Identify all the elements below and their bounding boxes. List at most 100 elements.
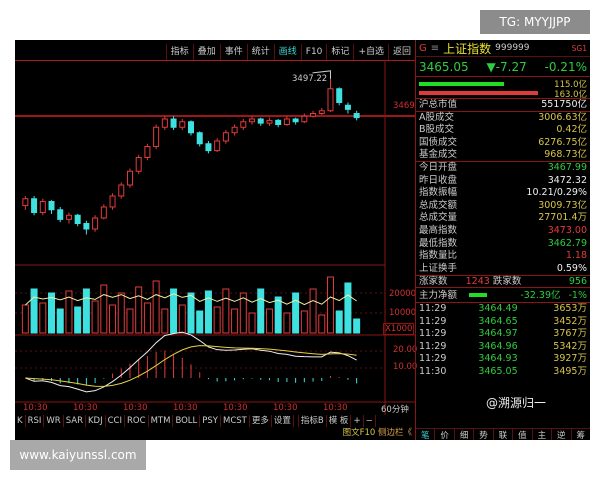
high-arrow <box>312 70 331 79</box>
period-selector[interactable]: 60分钟 <box>381 405 409 415</box>
f10-link[interactable]: 图文F10 <box>342 428 376 438</box>
stat-label: 昨日收盘 <box>419 174 458 186</box>
indicator-tab-1[interactable]: RSI <box>26 415 45 427</box>
tick-volume: 3452万 <box>553 315 587 327</box>
indicator-tab-16[interactable]: + <box>351 415 364 427</box>
volume-bar <box>74 306 82 334</box>
pct-change: -0.21% <box>544 60 587 74</box>
indicator-tab-12[interactable]: 设置 <box>272 415 294 427</box>
volume-bar <box>135 286 143 334</box>
indicator-tab-4[interactable]: KDJ <box>86 415 106 427</box>
volume-bar <box>100 284 108 334</box>
right-tab-4[interactable]: 联 <box>494 429 514 440</box>
stat-value: 3467.99 <box>547 161 587 173</box>
indicator-tab-9[interactable]: PSY <box>200 415 221 427</box>
indicator-tab-2[interactable]: WR <box>44 415 64 427</box>
stat-label: 最高指数 <box>419 224 458 236</box>
toolbar-7[interactable]: +自选 <box>353 44 388 60</box>
candle-body <box>135 157 142 172</box>
tick-time: 11:30 <box>419 365 447 377</box>
volume-bar <box>170 288 178 334</box>
right-tab-7[interactable]: 逆 <box>552 429 572 440</box>
candle-body <box>292 118 299 123</box>
indicator-tab-15[interactable]: 模 板 <box>327 415 352 427</box>
right-tab-3[interactable]: 势 <box>474 429 494 440</box>
market-tag: G <box>419 42 427 54</box>
indicator-tab-7[interactable]: MTM <box>149 415 174 427</box>
tick-row: 11:29 3464.93 3927万 <box>416 353 590 366</box>
candle-body <box>153 126 160 147</box>
right-tab-8[interactable]: 筹 <box>572 429 590 440</box>
tick-price: 3464.93 <box>478 353 518 365</box>
candle-body <box>336 88 343 103</box>
badge: SG1 <box>571 43 587 53</box>
macd-tick: 20.00 <box>393 345 418 355</box>
candle-body <box>266 119 273 124</box>
volume-bar <box>143 302 151 334</box>
candle-body <box>65 214 72 220</box>
volume-bar <box>292 292 300 334</box>
volume-bar <box>274 296 282 334</box>
volume-ma-line <box>25 293 357 306</box>
volume-bar <box>39 302 47 334</box>
toolbar-1[interactable]: 叠加 <box>192 44 220 60</box>
stat-row: 今日开盘 3467.99 <box>416 162 590 175</box>
watermark-weibo: @溯源归一 <box>486 396 547 410</box>
sidebar-toggle[interactable]: 侧边栏《 <box>377 428 412 438</box>
volume-bar <box>178 304 186 334</box>
indicator-tab-6[interactable]: ROC <box>125 415 149 427</box>
toolbar-5[interactable]: F10 <box>300 44 327 60</box>
up-count-label: 涨家数 <box>419 276 448 288</box>
toolbar-2[interactable]: 事件 <box>219 44 247 60</box>
toolbar-6[interactable]: 标记 <box>326 44 353 60</box>
volume-bar <box>48 292 56 334</box>
right-tab-6[interactable]: 主 <box>533 429 553 440</box>
indicator-tab-8[interactable]: BOLL <box>173 415 201 427</box>
stat-value: 6276.75亿 <box>538 136 587 148</box>
stat-label: A股成交 <box>419 111 454 123</box>
candle-body <box>92 217 99 230</box>
stat-row: 沪总市值 551750亿 <box>416 99 590 112</box>
candle-body <box>283 118 290 125</box>
kline-chart[interactable] <box>15 40 415 415</box>
toolbar-3[interactable]: 统计 <box>246 44 274 60</box>
right-tabs: 笔价细势联值主逆筹 <box>416 428 590 440</box>
volume-bar <box>187 292 195 334</box>
volume-bar <box>222 288 230 334</box>
indicator-tab-3[interactable]: SAR <box>64 415 86 427</box>
indicator-tab-0[interactable]: K <box>15 415 26 427</box>
volume-bar <box>344 282 352 334</box>
indicator-tab-14[interactable]: 指标B <box>299 415 327 427</box>
volume-bar <box>117 292 125 334</box>
volume-bar <box>161 308 169 334</box>
candle-body <box>144 146 151 158</box>
indicator-tab-17[interactable]: − <box>364 415 376 427</box>
volume-bar <box>30 288 38 334</box>
toolbar-8[interactable]: 返回 <box>387 44 415 60</box>
quote-panel: G ≡ 上证指数 999999 SG1 3465.05 ▼-7.27 -0.21… <box>415 40 590 440</box>
right-tab-5[interactable]: 值 <box>513 429 533 440</box>
indicator-tab-11[interactable]: 更多 <box>250 415 272 427</box>
right-tab-2[interactable]: 细 <box>455 429 475 440</box>
candle-body <box>353 113 360 119</box>
time-label: 10:30 <box>323 403 348 413</box>
indicator-tab-13[interactable] <box>294 415 299 427</box>
stat-row: 基金成交 968.73亿 <box>416 149 590 162</box>
candle-body <box>249 118 256 123</box>
down-count-label: 跌家数 <box>492 276 522 288</box>
toolbar-0[interactable]: 指标 <box>165 44 193 60</box>
net-flow-pct: -1% <box>568 289 588 301</box>
menu-icon[interactable]: ≡ <box>430 42 440 54</box>
indicator-tab-10[interactable]: MCST <box>221 415 250 427</box>
volume-bar <box>204 290 212 334</box>
indicator-tab-5[interactable]: CCI <box>106 415 126 427</box>
volume-bar <box>318 314 326 334</box>
stat-row: 上证换手 0.59% <box>416 263 590 276</box>
toolbar-4[interactable]: 画线 <box>273 44 301 60</box>
right-tab-0[interactable]: 笔 <box>416 429 436 440</box>
macd-tick: 10.00 <box>393 362 418 372</box>
volume-bar <box>248 312 256 334</box>
right-tab-1[interactable]: 价 <box>435 429 455 440</box>
volume-bar <box>326 276 334 334</box>
candle-body <box>327 88 334 112</box>
